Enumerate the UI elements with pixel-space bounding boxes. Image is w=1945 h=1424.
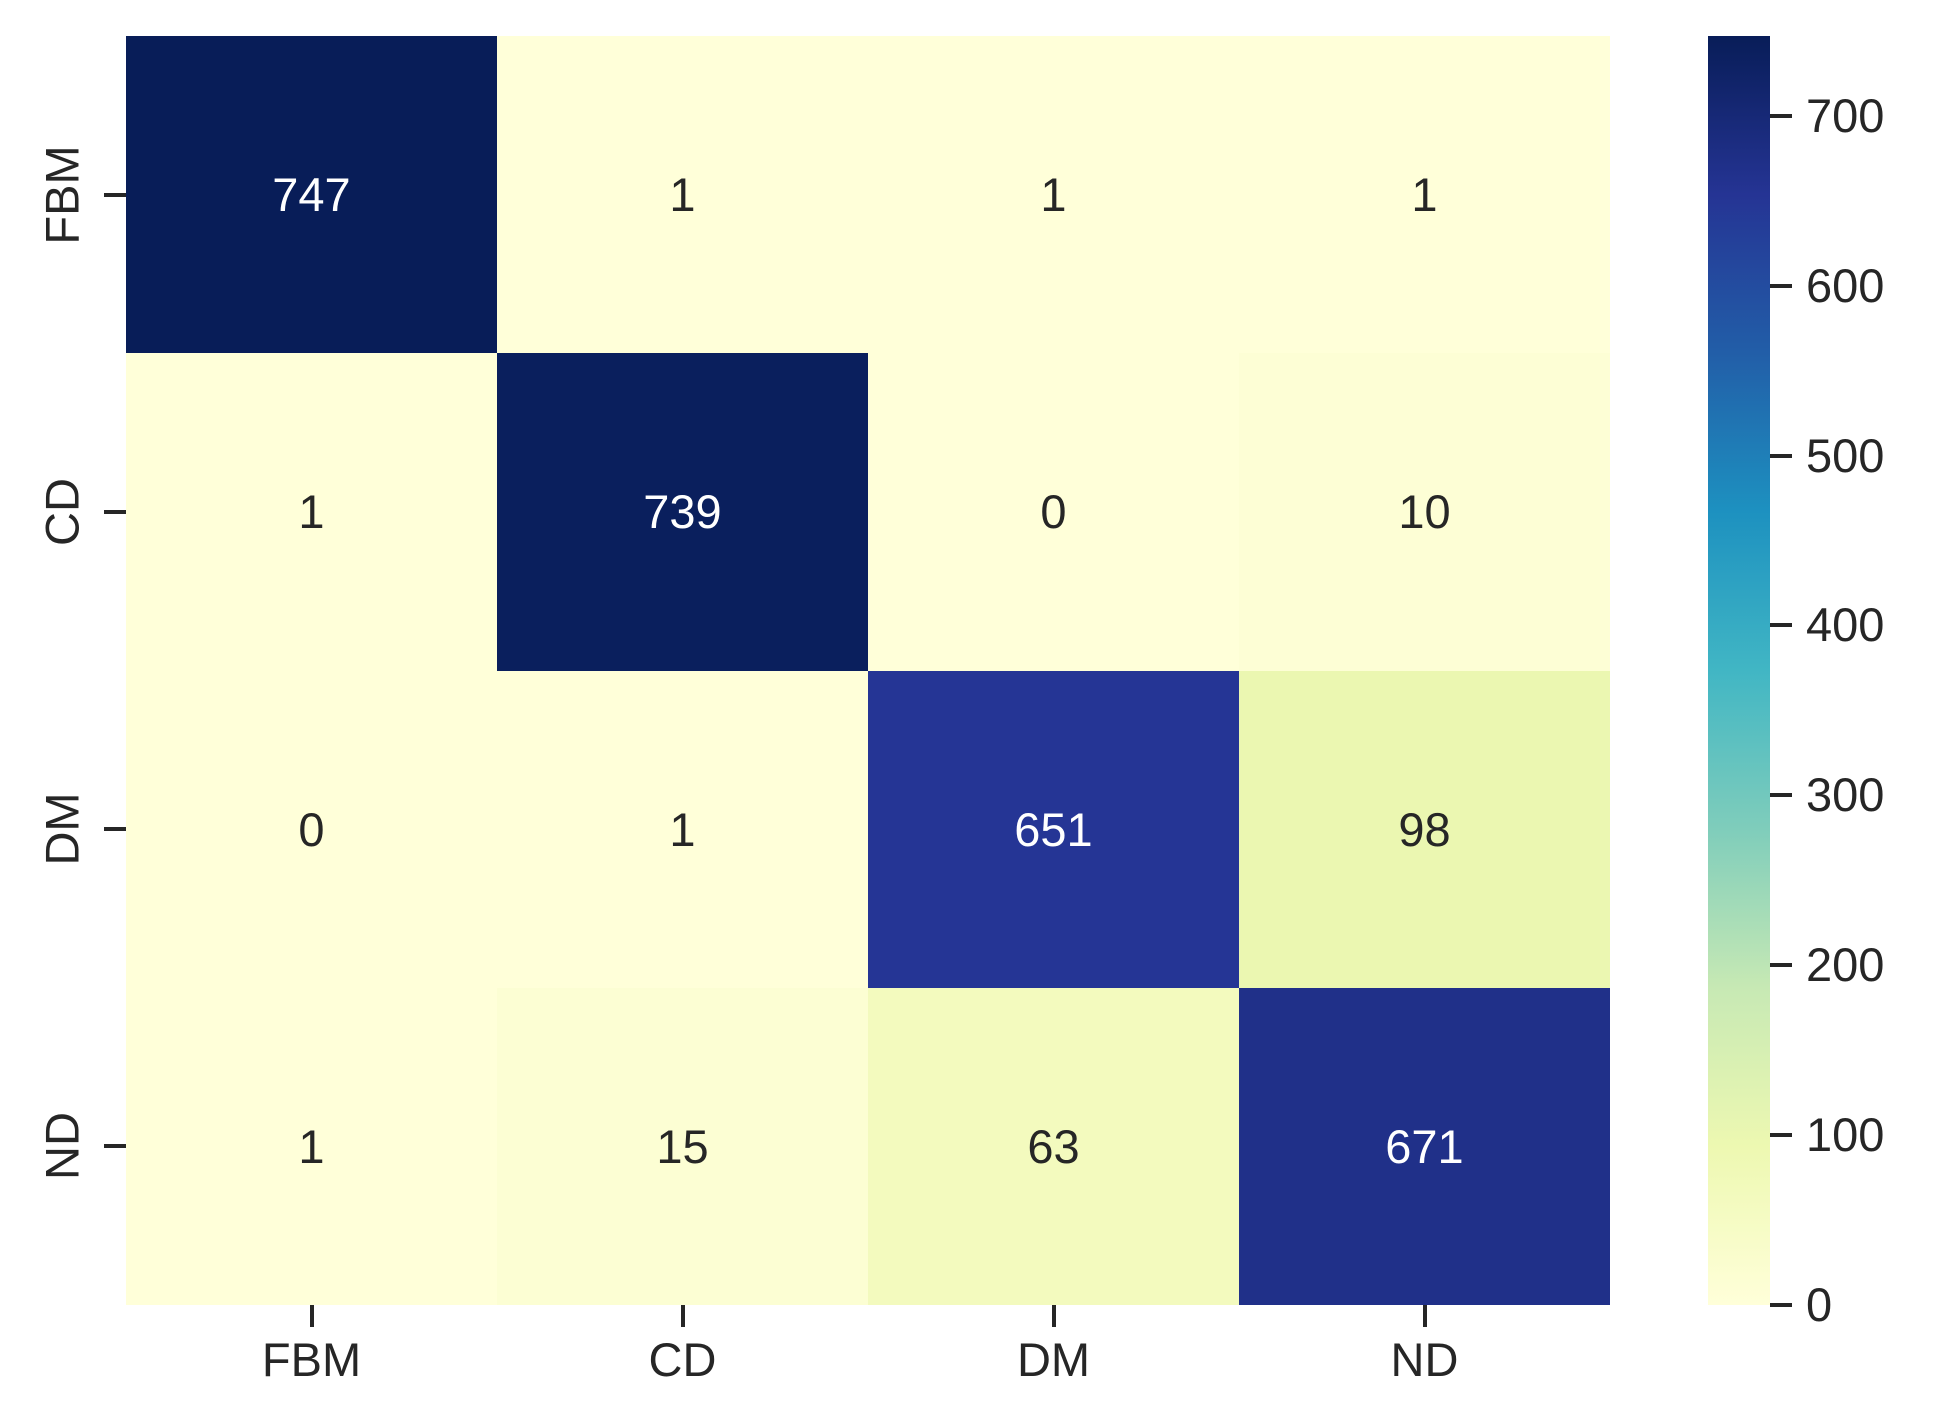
colorbar-tick-label-100: 100 xyxy=(1806,1108,1885,1162)
heatmap-cell-ND-CD: 15 xyxy=(497,987,868,1305)
x-tick-label-ND: ND xyxy=(1390,1333,1459,1386)
heatmap-cell-DM-CD: 1 xyxy=(497,670,868,988)
heatmap-cell-CD-DM: 0 xyxy=(868,353,1239,671)
colorbar-tick-label-0: 0 xyxy=(1806,1278,1833,1331)
y-tick-mark xyxy=(104,827,126,832)
cell-value: 671 xyxy=(1385,1119,1464,1173)
colorbar-tick-label-600: 600 xyxy=(1806,258,1885,312)
heatmap-cell-CD-ND: 10 xyxy=(1239,353,1610,671)
y-tick-mark xyxy=(104,509,126,514)
heatmap-cell-FBM-ND: 1 xyxy=(1239,36,1610,354)
colorbar xyxy=(1708,36,1770,1305)
x-tick-mark xyxy=(1422,1305,1427,1327)
y-tick-label-CD: CD xyxy=(35,477,89,546)
colorbar-tick-label-400: 400 xyxy=(1806,598,1885,652)
y-tick-mark xyxy=(104,192,126,197)
colorbar-tick-mark xyxy=(1770,283,1792,288)
x-tick-label-CD: CD xyxy=(648,1333,717,1386)
cell-value: 15 xyxy=(656,1119,709,1173)
heatmap-cell-FBM-DM: 1 xyxy=(868,36,1239,354)
cell-value: 0 xyxy=(1040,485,1067,539)
cell-value: 1 xyxy=(1411,168,1438,222)
y-tick-label-FBM: FBM xyxy=(35,145,89,245)
heatmap-grid: 747 1 1 1 1 739 0 10 0 1 651 98 1 15 63 671 xyxy=(126,36,1610,1305)
cell-value: 739 xyxy=(643,485,722,539)
cell-value: 98 xyxy=(1398,802,1451,856)
y-tick-label-ND: ND xyxy=(35,1112,89,1181)
cell-value: 1 xyxy=(669,168,696,222)
colorbar-tick-mark xyxy=(1770,623,1792,628)
x-tick-mark xyxy=(1051,1305,1056,1327)
cell-value: 10 xyxy=(1398,485,1451,539)
heatmap-cell-ND-DM: 63 xyxy=(868,987,1239,1305)
colorbar-tick-label-700: 700 xyxy=(1806,88,1885,142)
heatmap-cell-FBM-FBM: 747 xyxy=(126,36,497,354)
colorbar-tick-mark xyxy=(1770,113,1792,118)
colorbar-tick-mark xyxy=(1770,1133,1792,1138)
colorbar-tick-mark xyxy=(1770,453,1792,458)
heatmap-cell-DM-ND: 98 xyxy=(1239,670,1610,988)
heatmap-cell-DM-DM: 651 xyxy=(868,670,1239,988)
y-tick-label-DM: DM xyxy=(35,792,89,866)
colorbar-tick-mark xyxy=(1770,1303,1792,1307)
colorbar-tick-mark xyxy=(1770,793,1792,798)
heatmap-cell-ND-ND: 671 xyxy=(1239,987,1610,1305)
colorbar-tick-label-300: 300 xyxy=(1806,768,1885,822)
cell-value: 747 xyxy=(272,168,351,222)
cell-value: 1 xyxy=(298,1119,325,1173)
x-tick-mark xyxy=(309,1305,314,1327)
cell-value: 1 xyxy=(298,485,325,539)
heatmap-cell-DM-FBM: 0 xyxy=(126,670,497,988)
cell-value: 0 xyxy=(298,802,325,856)
colorbar-tick-label-200: 200 xyxy=(1806,938,1885,992)
x-tick-label-DM: DM xyxy=(1016,1333,1091,1386)
heatmap-cell-FBM-CD: 1 xyxy=(497,36,868,354)
x-tick-mark xyxy=(680,1305,685,1327)
x-tick-label-FBM: FBM xyxy=(261,1333,362,1386)
cell-value: 1 xyxy=(1040,168,1067,222)
heatmap-cell-CD-CD: 739 xyxy=(497,353,868,671)
cell-value: 63 xyxy=(1027,1119,1080,1173)
heatmap-cell-CD-FBM: 1 xyxy=(126,353,497,671)
colorbar-tick-mark xyxy=(1770,963,1792,968)
heatmap-cell-ND-FBM: 1 xyxy=(126,987,497,1305)
cell-value: 651 xyxy=(1014,802,1093,856)
cell-value: 1 xyxy=(669,802,696,856)
y-tick-mark xyxy=(104,1144,126,1149)
colorbar-tick-label-500: 500 xyxy=(1806,428,1885,482)
